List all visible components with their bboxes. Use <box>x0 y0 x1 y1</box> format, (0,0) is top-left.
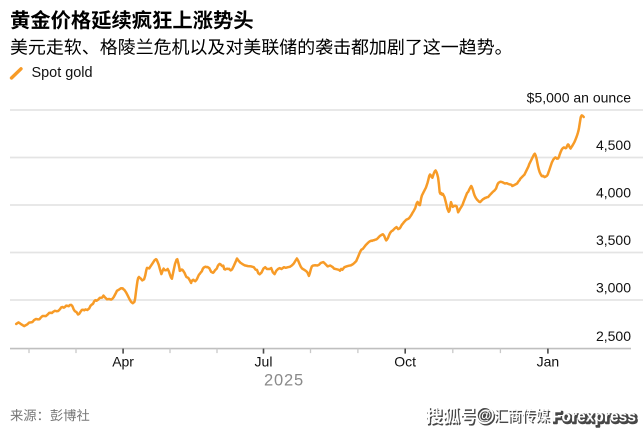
svg-text:Jul: Jul <box>255 354 273 370</box>
svg-text:Forexpress: Forexpress <box>552 409 636 426</box>
svg-text:4,500: 4,500 <box>596 137 631 153</box>
svg-text:4,000: 4,000 <box>596 184 631 200</box>
svg-text:$5,000 an ounce: $5,000 an ounce <box>527 89 632 105</box>
svg-text:2025: 2025 <box>264 372 304 390</box>
svg-text:3,000: 3,000 <box>596 279 631 295</box>
svg-text:Apr: Apr <box>112 354 134 370</box>
svg-text:Oct: Oct <box>394 354 416 370</box>
svg-text:3,500: 3,500 <box>596 232 631 248</box>
svg-text:2,500: 2,500 <box>596 328 631 344</box>
svg-text:Spot gold: Spot gold <box>32 65 93 81</box>
svg-text:@: @ <box>478 408 491 423</box>
svg-text:Forexpress: Forexpress <box>553 410 637 427</box>
svg-text:Jan: Jan <box>537 354 560 370</box>
